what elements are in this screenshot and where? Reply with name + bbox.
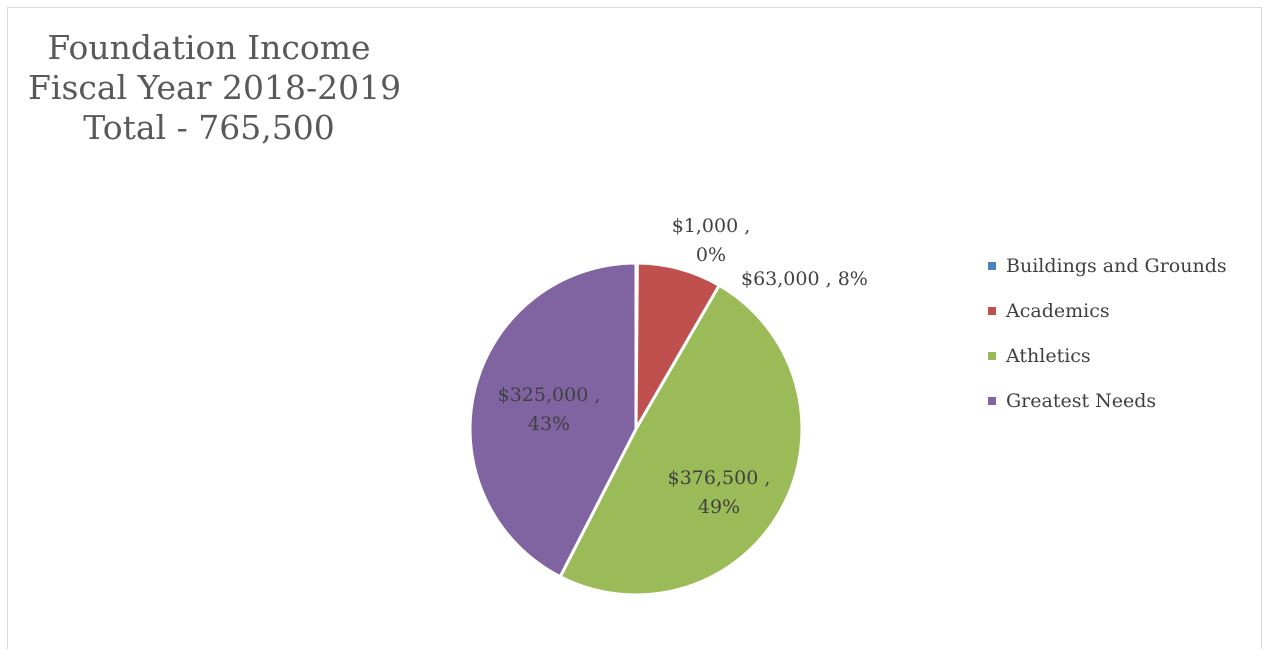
legend-swatch [988, 261, 996, 270]
legend-label: Buildings and Grounds [1006, 254, 1227, 277]
chart-title-line-2: Fiscal Year 2018-2019 [28, 68, 402, 107]
data-label-buildings-value: $1,000 , [672, 215, 751, 237]
legend: Buildings and Grounds Academics Athletic… [988, 243, 1227, 423]
legend-item-athletics: Athletics [988, 333, 1227, 378]
data-label-greatest-needs-pct: 43% [528, 413, 570, 435]
data-label-academics: $63,000 , 8% [741, 268, 868, 290]
legend-label: Greatest Needs [1006, 389, 1157, 412]
chart-title: Foundation Income Fiscal Year 2018-2019 … [28, 28, 402, 148]
data-label-athletics-pct: 49% [698, 496, 740, 518]
pie-slice-athletics [558, 283, 804, 597]
legend-item-buildings-and-grounds: Buildings and Grounds [988, 243, 1227, 288]
legend-item-greatest-needs: Greatest Needs [988, 378, 1227, 423]
legend-label: Athletics [1006, 344, 1091, 367]
legend-swatch [988, 351, 996, 360]
legend-label: Academics [1006, 299, 1110, 322]
data-label-buildings-pct: 0% [696, 244, 726, 266]
pie-slice-greatest-needs [468, 261, 638, 579]
chart-title-line-3: Total - 765,500 [83, 108, 335, 147]
chart-title-line-1: Foundation Income [47, 28, 371, 67]
legend-swatch [988, 306, 996, 315]
legend-swatch [988, 396, 996, 405]
legend-item-academics: Academics [988, 288, 1227, 333]
data-label-greatest-needs-value: $325,000 , [498, 384, 601, 406]
data-label-athletics-value: $376,500 , [668, 467, 771, 489]
